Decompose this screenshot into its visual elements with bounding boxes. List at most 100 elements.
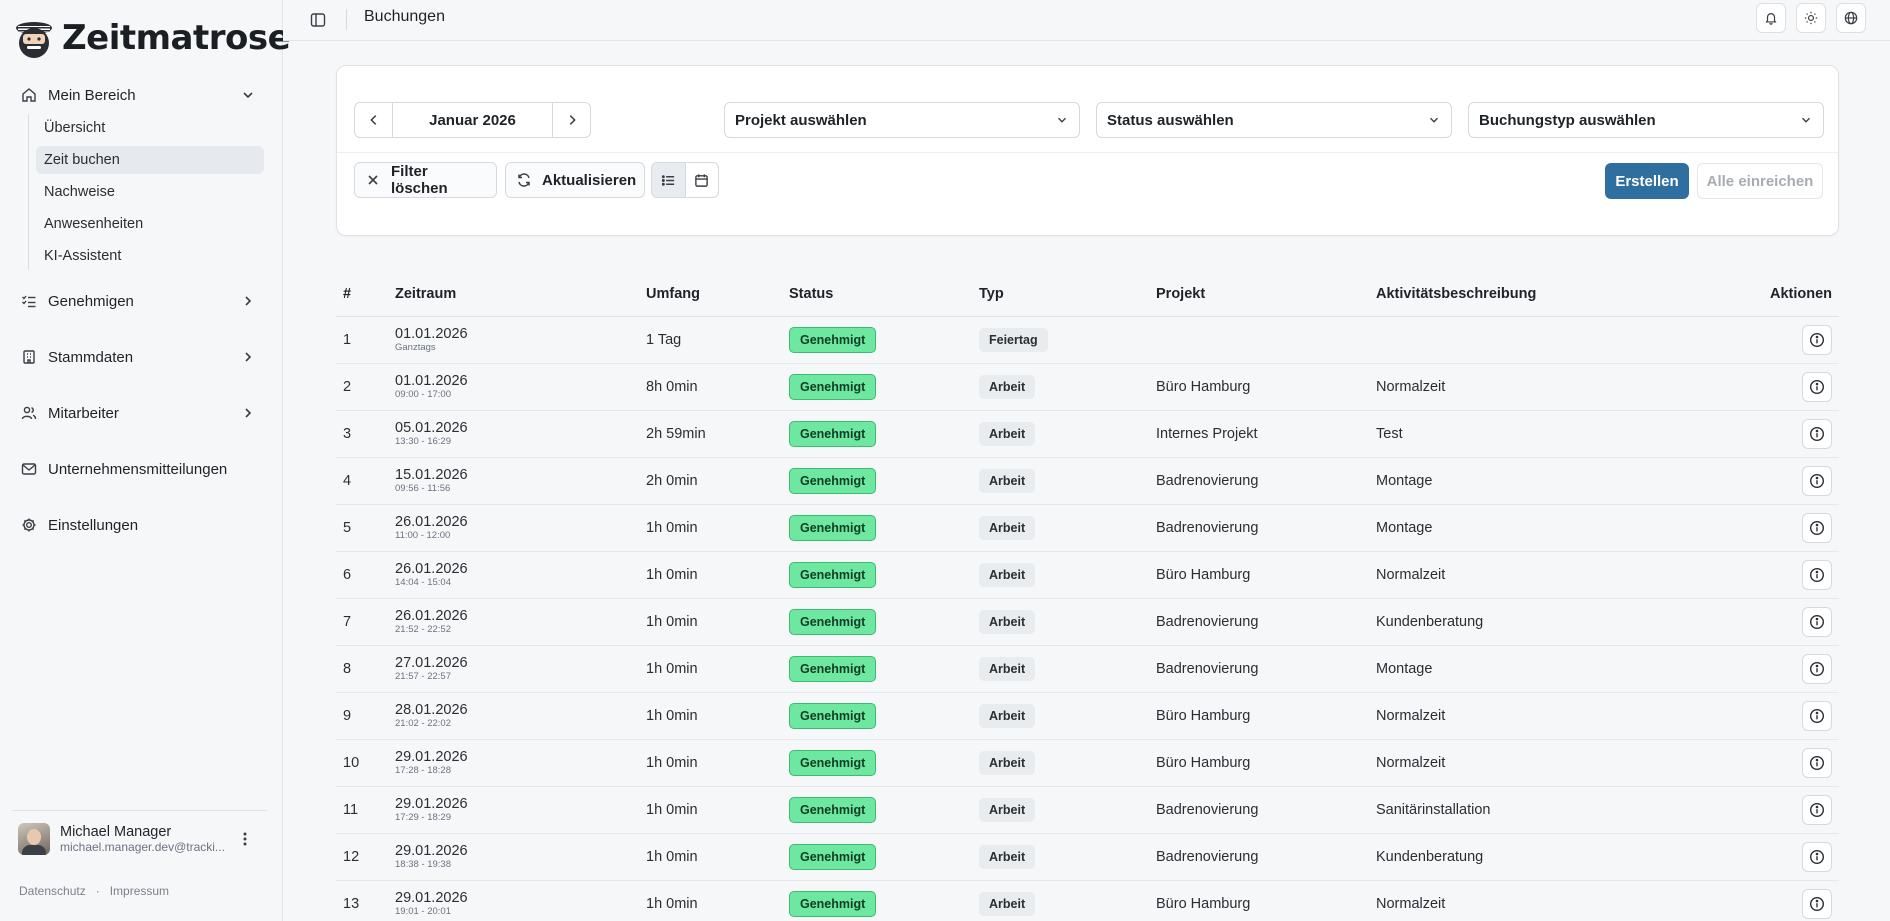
row-number: 8	[343, 661, 352, 677]
sidebar-group-unternehmensmitteilungen[interactable]: Unternehmensmitteilungen	[12, 452, 264, 486]
building-icon	[20, 348, 38, 366]
status-cell: Genehmigt	[789, 468, 979, 494]
privacy-link[interactable]: Datenschutz	[19, 884, 86, 898]
theme-sun-icon[interactable]	[1796, 3, 1826, 33]
column-header-activity[interactable]: Aktivitätsbeschreibung	[1376, 286, 1537, 302]
period-cell: 26.01.2026 14:04 - 15:04	[395, 562, 646, 588]
type-badge: Arbeit	[979, 469, 1036, 493]
table-row[interactable]: 5 26.01.2026 11:00 - 12:00 1h 0min Genehmigt…	[336, 505, 1839, 552]
imprint-link[interactable]: Impressum	[109, 884, 170, 898]
status-cell: Genehmigt	[789, 327, 979, 353]
create-button[interactable]: Erstellen	[1605, 163, 1689, 199]
info-icon[interactable]	[1802, 419, 1832, 449]
current-month-label[interactable]: Januar 2026	[392, 103, 553, 137]
activity-cell: Normalzeit	[1376, 379, 1446, 395]
calendar-view-icon[interactable]	[684, 163, 719, 197]
sidebar-item-ki-assistent[interactable]: KI-Assistent	[44, 248, 122, 264]
row-number: 7	[343, 614, 352, 630]
column-header-period[interactable]: Zeitraum	[395, 286, 457, 302]
table-row[interactable]: 1 01.01.2026 Ganztags 1 Tag Genehmigt Feierta…	[336, 317, 1839, 364]
booking-time-range: 14:04 - 15:04	[395, 577, 451, 588]
sidebar-group-mitarbeiter[interactable]: Mitarbeiter	[12, 396, 264, 430]
table-row[interactable]: 9 28.01.2026 21:02 - 22:02 1h 0min Genehmigt…	[336, 693, 1839, 740]
notifications-bell-icon[interactable]	[1756, 3, 1786, 33]
sidebar-toggle-icon[interactable]	[306, 8, 330, 32]
activity-cell: Kundenberatung	[1376, 849, 1484, 865]
status-cell: Genehmigt	[789, 891, 979, 917]
column-header-number[interactable]: #	[343, 286, 352, 302]
scope-cell: 2h 0min	[646, 473, 698, 489]
info-icon[interactable]	[1802, 701, 1832, 731]
table-row[interactable]: 11 29.01.2026 17:29 - 18:29 1h 0min Genehmig…	[336, 787, 1839, 834]
language-globe-icon[interactable]	[1836, 3, 1866, 33]
info-icon[interactable]	[1802, 560, 1832, 590]
scope-cell: 1h 0min	[646, 849, 698, 865]
sidebar-item-anwesenheiten[interactable]: Anwesenheiten	[44, 216, 144, 232]
status-cell: Genehmigt	[789, 374, 979, 400]
column-header-status[interactable]: Status	[789, 286, 834, 302]
info-icon[interactable]	[1802, 466, 1832, 496]
info-icon[interactable]	[1802, 748, 1832, 778]
actions-cell	[1756, 513, 1839, 543]
sidebar-item-nachweise[interactable]: Nachweise	[44, 184, 115, 200]
table-row[interactable]: 10 29.01.2026 17:28 - 18:28 1h 0min Genehmig…	[336, 740, 1839, 787]
avatar	[18, 823, 50, 855]
clear-filters-button[interactable]: Filter löschen	[354, 162, 497, 198]
next-month-button[interactable]	[553, 103, 590, 137]
project-select[interactable]: Projekt auswählen	[724, 102, 1080, 138]
sidebar-group-stammdaten[interactable]: Stammdaten	[12, 340, 264, 374]
info-icon[interactable]	[1802, 889, 1832, 919]
scope-cell: 1h 0min	[646, 708, 698, 724]
column-header-scope[interactable]: Umfang	[646, 286, 700, 302]
booking-date: 29.01.2026	[395, 796, 468, 812]
list-view-icon[interactable]	[652, 163, 685, 197]
status-select[interactable]: Status auswählen	[1096, 102, 1452, 138]
table-row[interactable]: 7 26.01.2026 21:52 - 22:52 1h 0min Genehmigt…	[336, 599, 1839, 646]
info-icon[interactable]	[1802, 513, 1832, 543]
sidebar-item-uebersicht[interactable]: Übersicht	[44, 120, 106, 136]
type-cell: Arbeit	[979, 375, 1156, 399]
chevron-down-icon	[243, 92, 253, 99]
refresh-button[interactable]: Aktualisieren	[505, 162, 645, 198]
booking-type-select[interactable]: Buchungstyp auswählen	[1468, 102, 1824, 138]
previous-month-button[interactable]	[355, 103, 392, 137]
booking-date: 27.01.2026	[395, 655, 468, 671]
info-icon[interactable]	[1802, 842, 1832, 872]
booking-time-range: 17:28 - 18:28	[395, 765, 451, 776]
sidebar-group-mein-bereich[interactable]: Mein Bereich	[12, 78, 264, 112]
info-icon[interactable]	[1802, 795, 1832, 825]
booking-time-range: 21:02 - 22:02	[395, 718, 451, 729]
status-cell: Genehmigt	[789, 515, 979, 541]
table-row[interactable]: 12 29.01.2026 18:38 - 19:38 1h 0min Genehmig…	[336, 834, 1839, 881]
status-badge: Genehmigt	[789, 703, 877, 729]
table-row[interactable]: 8 27.01.2026 21:57 - 22:57 1h 0min Genehmigt…	[336, 646, 1839, 693]
app-logo[interactable]: Zeitmatrose	[12, 16, 291, 60]
sidebar-item-zeit-buchen[interactable]: Zeit buchen	[36, 146, 264, 174]
column-header-type[interactable]: Typ	[979, 286, 1004, 302]
table-row[interactable]: 2 01.01.2026 09:00 - 17:00 8h 0min Genehmigt…	[336, 364, 1839, 411]
type-badge: Arbeit	[979, 375, 1036, 399]
status-cell: Genehmigt	[789, 797, 979, 823]
activity-cell: Sanitärinstallation	[1376, 802, 1491, 818]
table-row[interactable]: 3 05.01.2026 13:30 - 16:29 2h 59min Genehmig…	[336, 411, 1839, 458]
table-row[interactable]: 4 15.01.2026 09:56 - 11:56 2h 0min Genehmigt…	[336, 458, 1839, 505]
sidebar-nav: Mein Bereich Übersicht Zeit buchen Nachw…	[12, 78, 264, 542]
info-icon[interactable]	[1802, 325, 1832, 355]
status-cell: Genehmigt	[789, 844, 979, 870]
page-title: Buchungen	[364, 8, 445, 25]
column-header-project[interactable]: Projekt	[1156, 286, 1206, 302]
info-icon[interactable]	[1802, 654, 1832, 684]
booking-date: 28.01.2026	[395, 702, 468, 718]
status-badge: Genehmigt	[789, 515, 877, 541]
table-row[interactable]: 6 26.01.2026 14:04 - 15:04 1h 0min Genehmigt…	[336, 552, 1839, 599]
table-row[interactable]: 13 29.01.2026 19:01 - 20:01 1h 0min Genehmig…	[336, 881, 1839, 921]
user-profile[interactable]: Michael Manager michael.manager.dev@trac…	[12, 810, 267, 855]
info-icon[interactable]	[1802, 607, 1832, 637]
scope-cell: 1h 0min	[646, 896, 698, 912]
more-vertical-icon[interactable]	[235, 825, 255, 853]
sidebar-group-genehmigen[interactable]: Genehmigen	[12, 284, 264, 318]
submit-all-button[interactable]: Alle einreichen	[1697, 163, 1823, 199]
info-icon[interactable]	[1802, 372, 1832, 402]
project-cell: Büro Hamburg	[1156, 708, 1251, 724]
sidebar-group-einstellungen[interactable]: Einstellungen	[12, 508, 264, 542]
